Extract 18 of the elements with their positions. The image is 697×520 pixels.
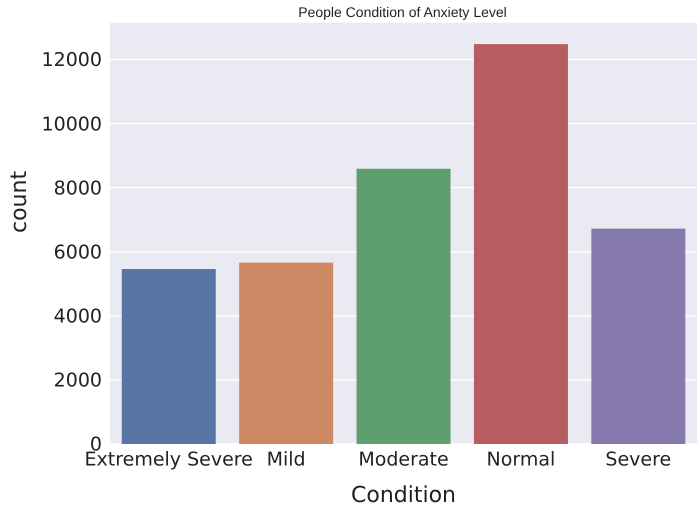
chart-title: People Condition of Anxiety Level	[297, 4, 508, 20]
y-tick-label: 10000	[42, 113, 102, 136]
y-tick-label: 6000	[54, 241, 102, 264]
y-tick-label: 4000	[54, 306, 102, 328]
bar	[239, 262, 334, 444]
y-axis-title: count	[6, 170, 32, 233]
y-tick-label: 12000	[42, 49, 102, 72]
bar	[356, 168, 451, 444]
y-tick-label: 8000	[54, 177, 102, 200]
x-axis-title: Condition	[351, 483, 456, 508]
x-tick-label: Normal	[486, 448, 556, 470]
x-tick-label: Severe	[605, 448, 672, 470]
bar	[122, 269, 216, 444]
bar	[474, 44, 568, 444]
bar	[591, 228, 686, 444]
x-tick-label: Mild	[266, 448, 306, 470]
x-tick-label: Moderate	[358, 448, 449, 470]
y-tick-label: 2000	[54, 370, 102, 392]
